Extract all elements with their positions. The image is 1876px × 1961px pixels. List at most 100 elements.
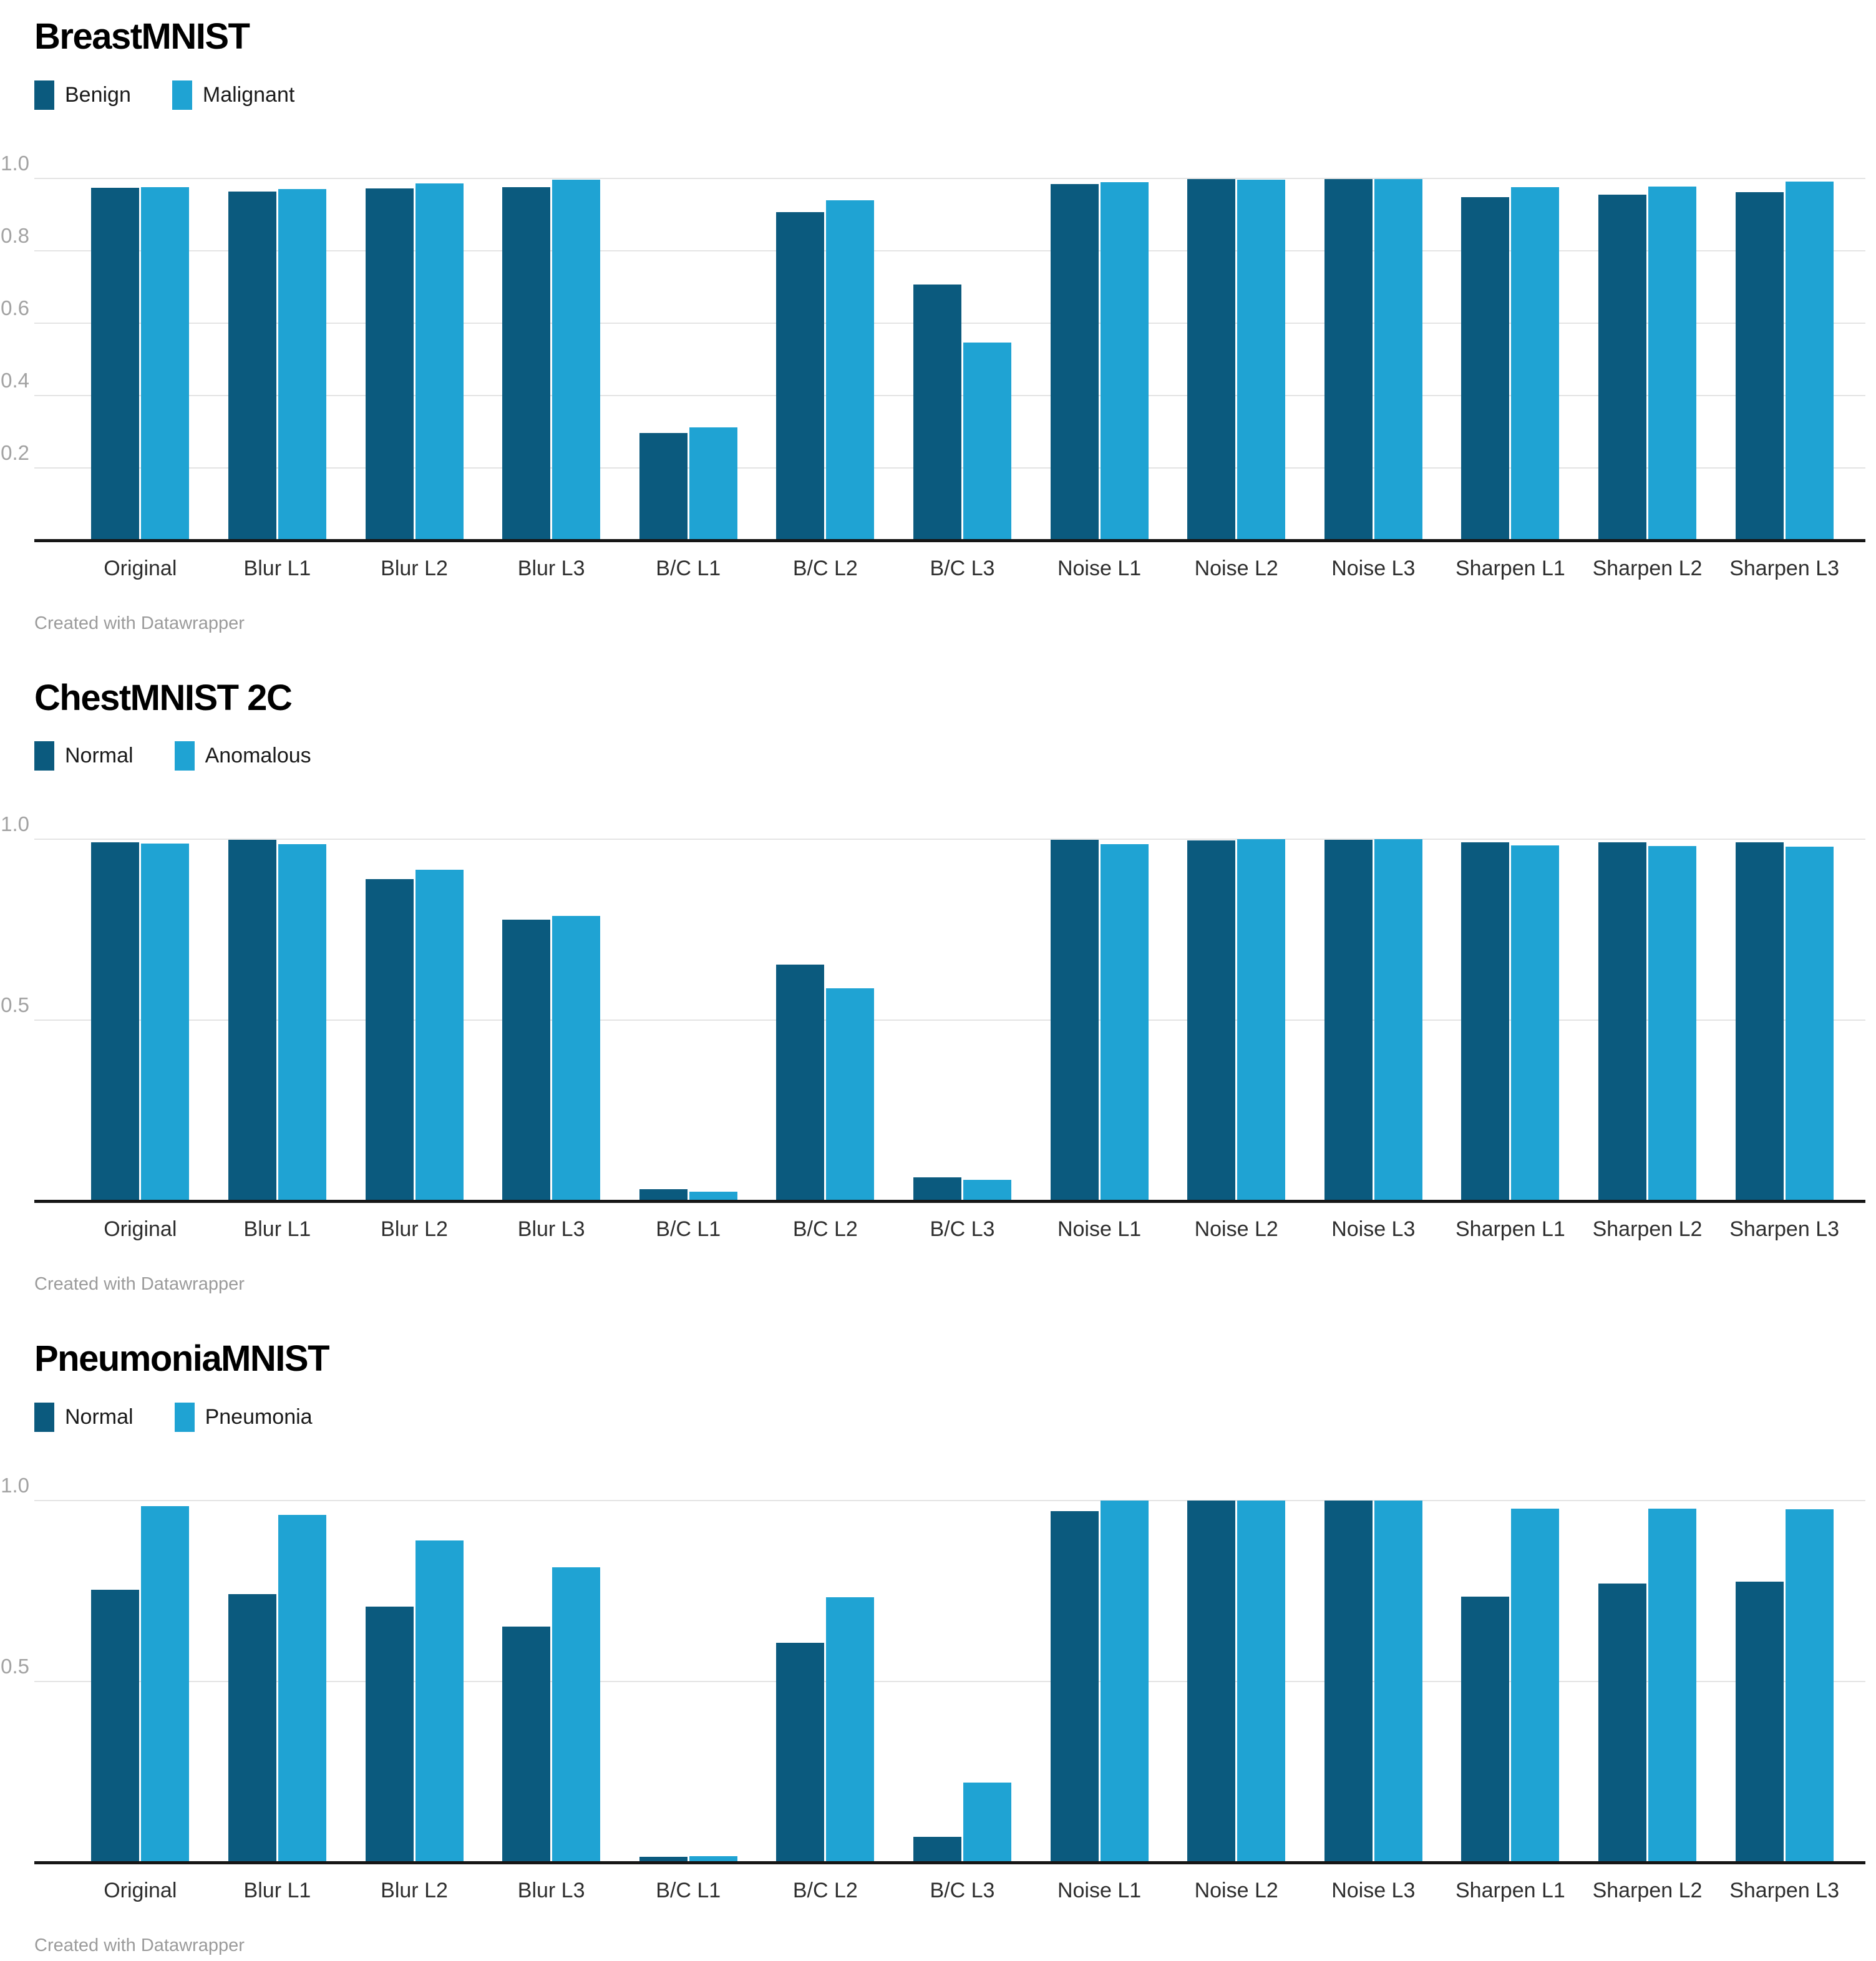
bar: [91, 187, 140, 540]
x-category-label: Noise L2: [1194, 1878, 1278, 1902]
legend-item: Benign: [34, 80, 131, 110]
bar: [1100, 844, 1149, 1202]
bar: [1735, 192, 1784, 540]
bar-group: [1442, 1508, 1579, 1862]
bar-group: [1168, 178, 1305, 540]
x-category-label: Blur L1: [243, 1878, 311, 1902]
category-labels-row: Original Blur L1 Blur L2 Blur L3 B/C L1 B/C L…: [72, 1217, 1853, 1242]
bar: [913, 1836, 961, 1862]
legend-swatch: [34, 1402, 54, 1432]
bar-group: [483, 1567, 620, 1862]
bar: [776, 212, 825, 540]
datawrapper-credit: Created with Datawrapper: [34, 613, 245, 633]
bar-group: [209, 840, 346, 1202]
chart-section: ChestMNIST 2C Normal Anomalous 0.5 1.0 Origin…: [0, 678, 1876, 1295]
bar-group: [72, 1506, 209, 1862]
bar: [1648, 186, 1696, 540]
legend-item: Pneumonia: [174, 1402, 313, 1432]
y-tick-label: 0.4: [1, 368, 29, 392]
bar: [1374, 1500, 1422, 1862]
x-axis-baseline: [34, 538, 1865, 542]
bar-group: [1031, 182, 1168, 540]
legend: Normal Anomalous: [34, 741, 1865, 771]
y-gridline: [34, 1680, 1865, 1682]
bar: [228, 191, 276, 540]
bar: [826, 988, 875, 1202]
bar-group: [1579, 186, 1716, 540]
bar-group: [1305, 178, 1442, 540]
bar: [1598, 1583, 1646, 1862]
bar: [963, 1180, 1011, 1202]
y-gridline: [34, 1499, 1865, 1501]
bar: [1050, 1511, 1099, 1862]
bar-group: [1031, 1500, 1168, 1862]
bar-group: [757, 965, 894, 1202]
bar: [1050, 183, 1099, 540]
y-tick-label: 1.0: [1, 1473, 29, 1497]
bar-group: [209, 1514, 346, 1862]
bar: [1187, 840, 1236, 1202]
x-category-label: Blur L2: [381, 556, 448, 580]
bar: [689, 1856, 737, 1862]
x-category-label: Blur L3: [517, 556, 585, 580]
bar: [1461, 197, 1510, 540]
bar-group: [346, 870, 483, 1202]
bar: [1187, 178, 1236, 540]
bar: [365, 188, 414, 540]
y-tick-label: 0.5: [1, 993, 29, 1017]
charts-container: BreastMNIST Benign Malignant 0.2 0.4 0.6 0.8 1.…: [0, 17, 1876, 1956]
legend-label: Benign: [65, 82, 131, 107]
legend-label: Normal: [65, 744, 134, 768]
bar: [415, 183, 464, 540]
x-category-label: Blur L1: [243, 556, 311, 580]
x-category-label: Original: [104, 556, 177, 580]
bar: [228, 840, 276, 1202]
bars-row: [72, 809, 1853, 1202]
legend-item: Normal: [34, 741, 134, 771]
bar: [278, 1514, 326, 1862]
bar: [913, 284, 961, 540]
bar: [141, 187, 190, 540]
bar: [1324, 840, 1373, 1202]
x-category-label: B/C L1: [656, 556, 721, 580]
y-tick-label: 0.8: [1, 223, 29, 247]
x-category-label: Noise L1: [1057, 556, 1142, 580]
x-category-label: Blur L2: [381, 1217, 448, 1242]
bar: [1461, 1596, 1510, 1862]
bar: [639, 1856, 688, 1862]
y-gridline: [34, 1019, 1865, 1021]
bar: [502, 920, 551, 1202]
plot-area: 0.2 0.4 0.6 0.8 1.0: [1, 148, 1865, 542]
bar-group: [757, 200, 894, 540]
bar: [1374, 178, 1422, 540]
bar-group: [894, 1177, 1031, 1202]
bars-row: [72, 148, 1853, 540]
x-category-label: Noise L3: [1331, 556, 1416, 580]
x-category-label: Original: [104, 1878, 177, 1902]
y-tick-label: 0.5: [1, 1654, 29, 1678]
bar: [415, 1540, 464, 1862]
bar: [552, 1567, 601, 1862]
bar-group: [346, 183, 483, 540]
bar: [91, 842, 140, 1202]
x-category-label: Sharpen L1: [1455, 1878, 1565, 1902]
bar-group: [894, 284, 1031, 540]
bar: [1598, 194, 1646, 540]
bar-group: [620, 427, 757, 540]
x-category-label: Noise L1: [1057, 1217, 1142, 1242]
x-category-label: Sharpen L3: [1729, 556, 1840, 580]
bar: [826, 1597, 875, 1862]
bar-group: [757, 1597, 894, 1862]
bar-group: [1031, 840, 1168, 1202]
bar-group: [72, 842, 209, 1202]
bar: [639, 432, 688, 540]
bar-group: [620, 1189, 757, 1202]
x-category-label: Sharpen L2: [1592, 1217, 1703, 1242]
legend-label: Anomalous: [205, 744, 311, 768]
legend-item: Malignant: [172, 80, 294, 110]
bar: [91, 1589, 140, 1862]
bar-group: [483, 179, 620, 540]
bar: [278, 844, 326, 1202]
x-category-label: B/C L3: [930, 556, 995, 580]
x-category-label: Noise L3: [1331, 1878, 1416, 1902]
